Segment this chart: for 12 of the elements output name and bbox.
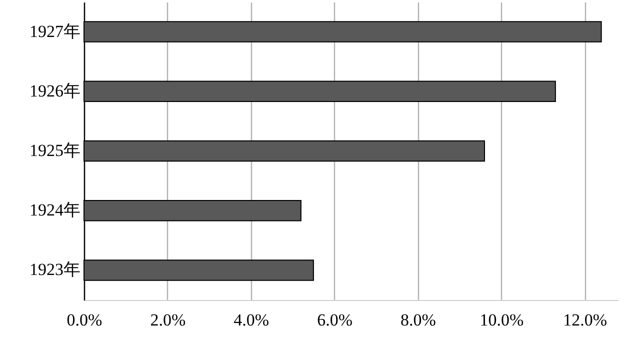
x-tick-label: 4.0% xyxy=(234,310,270,330)
x-tick-label: 10.0% xyxy=(480,310,524,330)
y-tick-label: 1923年 xyxy=(30,260,80,280)
x-tick-label: 0.0% xyxy=(66,310,102,330)
x-tick-label: 12.0% xyxy=(563,310,608,330)
x-tick-label: 2.0% xyxy=(150,310,186,330)
y-tick-label: 1925年 xyxy=(30,141,80,160)
y-tick-label: 1927年 xyxy=(30,22,80,41)
y-tick-label: 1926年 xyxy=(30,81,80,100)
y-tick-label: 1924年 xyxy=(30,200,80,220)
x-tick-label: 6.0% xyxy=(317,310,353,330)
x-tick-label: 8.0% xyxy=(400,310,436,330)
